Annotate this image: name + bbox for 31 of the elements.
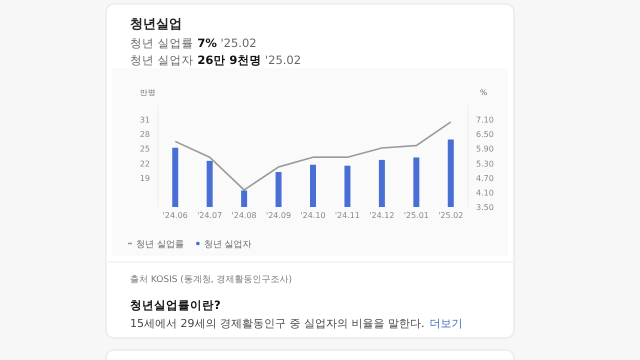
text: 더보기: [429, 317, 462, 330]
x-tick-label: '24.07: [197, 211, 222, 220]
x-tick-label: '24.09: [266, 211, 292, 220]
y-tick-label: 25: [140, 144, 150, 154]
chart-title: 청년실업: [130, 17, 182, 32]
x-tick-label: '25.02: [438, 211, 464, 220]
y2-tick-label: 4.70: [476, 174, 494, 183]
x-tick-label: '24.11: [334, 211, 360, 220]
y2-tick-label: 5.90: [476, 144, 494, 154]
y2-tick-label: 7.10: [476, 116, 494, 125]
y-tick-label: 31: [140, 116, 150, 125]
x-tick-label: '24.06: [162, 211, 188, 220]
y-tick-label: 22: [140, 159, 150, 168]
y2-tick-label: 3.50: [476, 203, 494, 212]
x-tick-label: '24.10: [300, 211, 326, 220]
legend-label: 청년 실업자: [204, 240, 252, 250]
x-tick-label: '25.01: [404, 211, 429, 220]
y2-tick-label: 4.10: [476, 188, 494, 198]
text: 청년 실업자 26만 9천명 '25.02: [130, 53, 302, 67]
chart-subtitle: 청년 실업률 7% '25.02: [130, 36, 257, 50]
legend-label: 청년 실업률: [136, 240, 184, 250]
text: 청년실업률이란?: [130, 298, 221, 312]
y2-tick-label: 5.30: [476, 159, 494, 168]
x-tick-label: '24.08: [232, 211, 257, 220]
y-tick-label: 19: [140, 174, 150, 183]
source-note: 출처 KOSIS (통계청, 경제활동인구조사): [130, 275, 292, 285]
text: 15세에서 29세의 경제활동인구 중 실업자의 비율을 말한다.: [130, 317, 424, 330]
y-tick-label: 28: [140, 130, 150, 140]
y2-tick-label: 6.50: [476, 130, 494, 140]
x-tick-label: '24.12: [369, 211, 394, 220]
line-series: [174, 121, 452, 191]
